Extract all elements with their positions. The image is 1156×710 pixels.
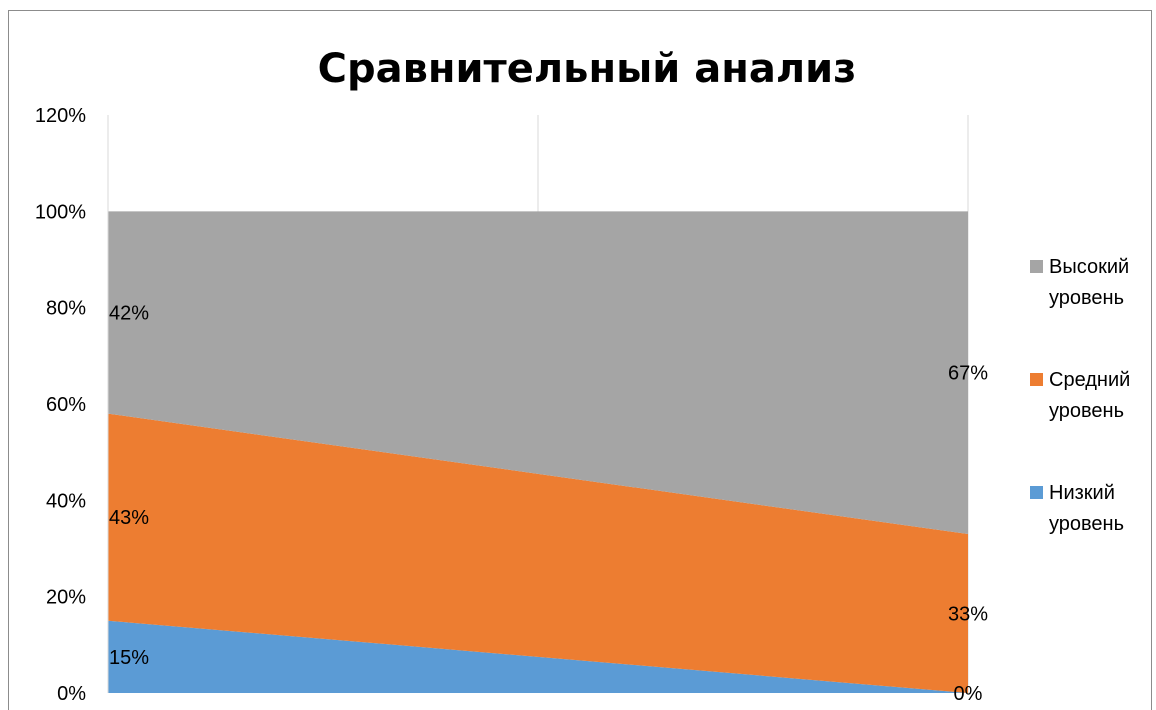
area-series-2 <box>108 413 968 693</box>
data-labels: 15% 0% 43% 33% 42% 67% <box>109 302 988 705</box>
legend-label: Средний уровень <box>1049 369 1130 422</box>
y-tick-label: 120% <box>35 105 86 127</box>
legend-label: Низкий уровень <box>1049 482 1124 535</box>
chart-frame <box>8 10 1152 710</box>
data-label: 67% <box>948 363 988 385</box>
legend-swatch <box>1030 373 1043 386</box>
chart-title: Сравнительный анализ <box>318 46 857 92</box>
area-series-3 <box>108 211 968 535</box>
y-tick-label: 100% <box>35 201 86 223</box>
data-label: 43% <box>109 507 149 529</box>
data-label: 33% <box>948 604 988 626</box>
legend-swatch <box>1030 260 1043 273</box>
legend-swatch <box>1030 486 1043 499</box>
data-label: 0% <box>954 683 983 705</box>
area-series-layer <box>108 211 968 693</box>
data-label: 42% <box>109 302 149 324</box>
legend: Высокий уровень Средний уровень Низкий уровен… <box>1030 256 1130 535</box>
y-tick-label: 20% <box>46 587 86 609</box>
y-tick-label: 80% <box>46 298 86 320</box>
y-axis: 0% 20% 40% 60% 80% 100% 120% <box>35 105 109 705</box>
y-tick-label: 40% <box>46 490 86 512</box>
y-tick-label: 0% <box>57 683 86 705</box>
y-tick-label: 60% <box>46 394 86 416</box>
legend-label: Высокий уровень <box>1049 256 1129 309</box>
data-label: 15% <box>109 647 149 669</box>
